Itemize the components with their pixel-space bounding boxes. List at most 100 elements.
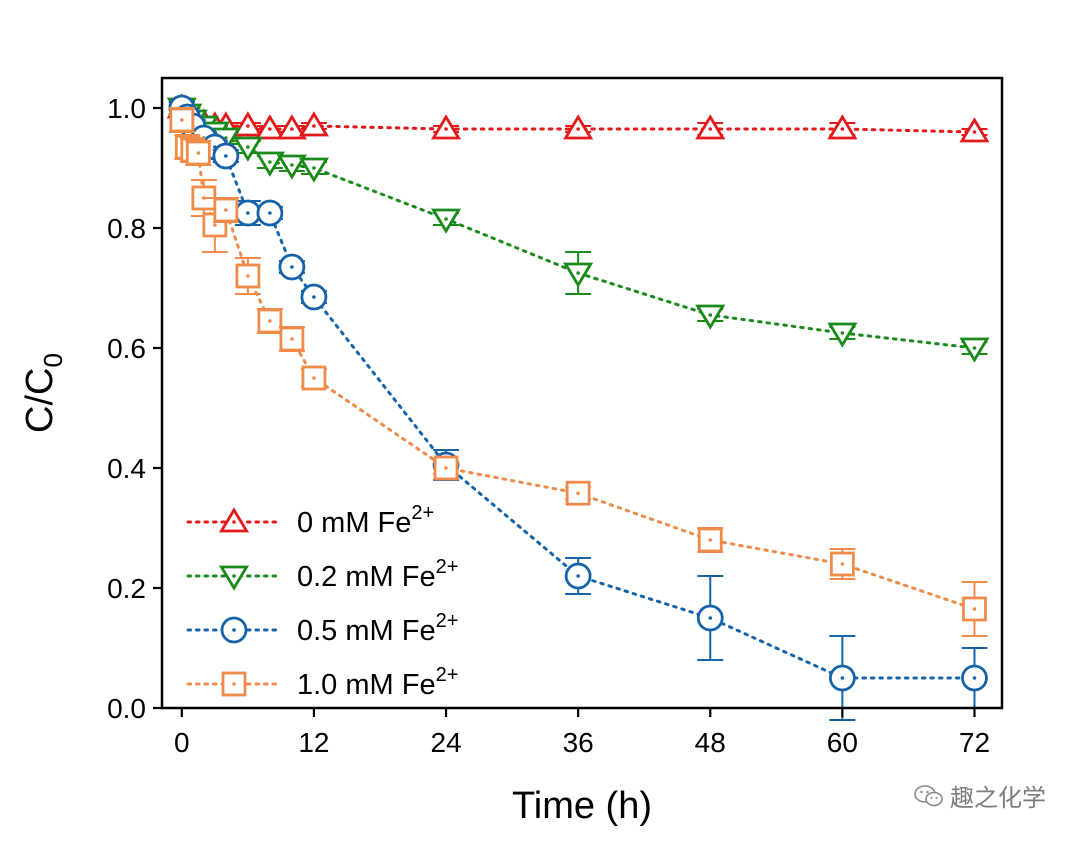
y-tick-label: 0.2 — [107, 573, 146, 604]
data-point — [433, 455, 459, 481]
marker-center-dot — [576, 271, 580, 275]
data-point — [298, 157, 329, 183]
marker-center-dot — [708, 127, 713, 131]
marker-center-dot — [576, 574, 580, 578]
x-tick-label: 60 — [827, 727, 858, 758]
data-point — [213, 197, 239, 223]
marker-center-dot — [224, 154, 228, 158]
marker-center-dot — [246, 124, 250, 128]
data-point — [169, 107, 195, 133]
x-tick-label: 24 — [430, 727, 461, 758]
data-point — [959, 337, 990, 363]
marker-center-dot — [268, 127, 272, 131]
marker-center-dot — [268, 319, 272, 323]
marker-center-dot — [312, 124, 316, 128]
legend-label-superscript: 2+ — [436, 610, 459, 632]
data-point — [695, 114, 726, 140]
data-point — [829, 551, 855, 577]
y-axis-title-main: C/C — [19, 368, 61, 433]
x-tick-label: 0 — [174, 727, 190, 758]
marker-center-dot — [312, 295, 316, 299]
legend-label-superscript: 2+ — [436, 556, 459, 578]
legend-label-text: 0.5 mM Fe — [297, 615, 436, 647]
marker-center-dot — [444, 127, 448, 131]
data-point — [565, 480, 591, 506]
wechat-icon — [914, 784, 943, 806]
data-point — [563, 262, 594, 288]
series-4 — [168, 107, 988, 637]
y-tick-label: 1.0 — [107, 93, 146, 124]
marker-center-dot — [232, 574, 236, 578]
legend-label: 1.0 mM Fe2+ — [297, 664, 458, 701]
data-point — [695, 304, 726, 330]
marker-center-dot — [268, 160, 272, 164]
marker-center-dot — [232, 520, 236, 524]
marker-center-dot — [972, 676, 977, 680]
series-3 — [168, 94, 988, 721]
legend-label: 0 mM Fe2+ — [297, 502, 434, 539]
legend-item: 0.2 mM Fe2+ — [186, 556, 459, 593]
data-point — [278, 253, 306, 281]
marker-center-dot — [972, 130, 977, 134]
data-point — [430, 208, 462, 234]
marker-center-dot — [268, 211, 272, 215]
data-point — [300, 283, 328, 311]
marker-center-dot — [708, 616, 713, 620]
y-axis-title: C/C0 — [19, 353, 68, 433]
marker-center-dot — [840, 331, 845, 335]
y-tick-label: 0.0 — [107, 693, 146, 724]
x-axis-title: Time (h) — [512, 785, 652, 827]
y-tick-label: 0.8 — [107, 213, 146, 244]
marker-center-dot — [246, 211, 250, 215]
watermark-text: 趣之化学 — [950, 784, 1046, 812]
data-point — [276, 114, 307, 140]
legend-label-superscript: 2+ — [436, 664, 459, 686]
data-point — [212, 142, 240, 170]
series-line — [180, 106, 976, 350]
y-axis-title-subscript: 0 — [38, 353, 68, 367]
legend-label-text: 0.2 mM Fe — [297, 561, 436, 593]
x-tick-label: 72 — [959, 727, 990, 758]
marker-center-dot — [196, 151, 201, 155]
plot-frame — [160, 76, 1004, 710]
data-point — [563, 114, 594, 140]
marker-center-dot — [840, 676, 845, 680]
data-point — [430, 114, 462, 140]
data-point — [234, 199, 262, 227]
data-point — [235, 263, 261, 289]
marker-center-dot — [972, 346, 977, 350]
marker-center-dot — [972, 607, 977, 611]
marker-center-dot — [312, 376, 316, 380]
data-point — [256, 199, 284, 227]
y-tick-label: 0.4 — [107, 453, 146, 484]
data-point — [697, 527, 723, 553]
data-point — [827, 322, 858, 348]
marker-center-dot — [232, 628, 236, 632]
y-tick-label: 0.6 — [107, 333, 146, 364]
data-point — [257, 308, 283, 334]
legend-marker — [218, 565, 250, 591]
data-point — [254, 114, 285, 140]
series-1 — [166, 93, 990, 143]
data-point — [276, 154, 307, 180]
x-tick-label: 12 — [298, 727, 329, 758]
marker-center-dot — [246, 145, 250, 149]
legend-marker — [221, 671, 247, 697]
data-point — [564, 562, 592, 590]
legend-item: 0 mM Fe2+ — [186, 502, 434, 539]
data-point — [827, 114, 858, 140]
legend-marker — [220, 616, 248, 644]
data-point — [828, 664, 856, 692]
marker-center-dot — [444, 466, 448, 470]
data-point — [959, 117, 990, 143]
marker-center-dot — [840, 562, 845, 566]
marker-center-dot — [290, 265, 294, 269]
x-tick-label: 48 — [695, 727, 726, 758]
marker-center-dot — [232, 682, 236, 686]
data-point — [232, 111, 263, 137]
legend-label: 0.5 mM Fe2+ — [297, 610, 458, 647]
watermark: 趣之化学 — [914, 778, 1046, 813]
marker-center-dot — [840, 127, 845, 131]
data-point — [298, 111, 329, 137]
marker-center-dot — [180, 118, 184, 122]
